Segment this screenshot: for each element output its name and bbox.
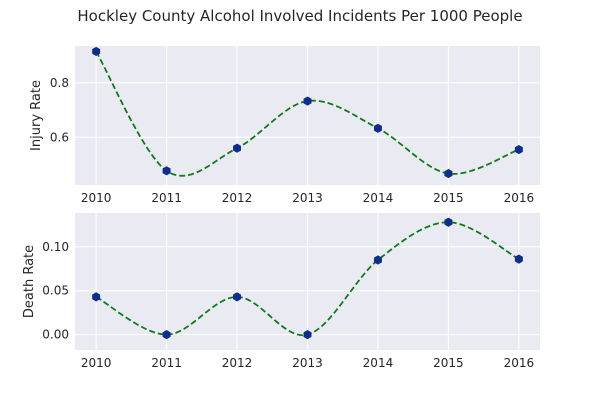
y-tick-label: 0.8: [50, 76, 69, 90]
data-point: [444, 217, 453, 227]
data-point: [162, 330, 171, 340]
data-point: [303, 330, 312, 340]
y-tick-label: 0.6: [50, 130, 69, 144]
data-point: [373, 255, 382, 265]
y-axis-label: Injury Rate: [29, 80, 44, 151]
data-point: [92, 292, 101, 302]
x-tick-label: 2013: [292, 191, 323, 205]
x-tick-label: 2012: [222, 356, 253, 370]
x-tick-label: 2015: [433, 356, 464, 370]
data-point: [162, 166, 171, 176]
data-point: [514, 254, 523, 264]
x-tick-label: 2014: [363, 356, 394, 370]
x-tick-label: 2016: [504, 191, 535, 205]
x-tick-label: 2015: [433, 191, 464, 205]
x-tick-label: 2011: [151, 356, 182, 370]
data-point: [233, 143, 242, 153]
data-point: [233, 292, 242, 302]
x-tick-label: 2010: [81, 191, 112, 205]
y-axis-label: Death Rate: [22, 245, 37, 318]
x-tick-label: 2010: [81, 356, 112, 370]
x-tick-label: 2013: [292, 356, 323, 370]
y-tick-label: 0.05: [42, 284, 69, 298]
x-tick-label: 2012: [222, 191, 253, 205]
x-tick-label: 2016: [504, 356, 535, 370]
data-point: [444, 168, 453, 179]
subplot-1: 2010 2011 2012 2013 2014 2015 2016 0.6 0.8 Injury…: [29, 46, 540, 205]
data-point: [373, 123, 382, 133]
charts: 2010 2011 2012 2013 2014 2015 2016 0.6 0.8 Injury…: [22, 46, 540, 370]
chart-title: Hockley County Alcohol Involved Incident…: [77, 7, 522, 25]
data-point: [303, 96, 312, 106]
subplot-2: 2010 2011 2012 2013 2014 2015 2016 0.00 0.05 0.10…: [22, 213, 540, 370]
y-tick-label: 0.00: [42, 328, 69, 342]
x-tick-label: 2014: [363, 191, 394, 205]
data-point: [514, 144, 523, 155]
y-tick-label: 0.10: [42, 240, 69, 254]
x-tick-label: 2011: [151, 191, 182, 205]
data-point: [92, 46, 101, 57]
